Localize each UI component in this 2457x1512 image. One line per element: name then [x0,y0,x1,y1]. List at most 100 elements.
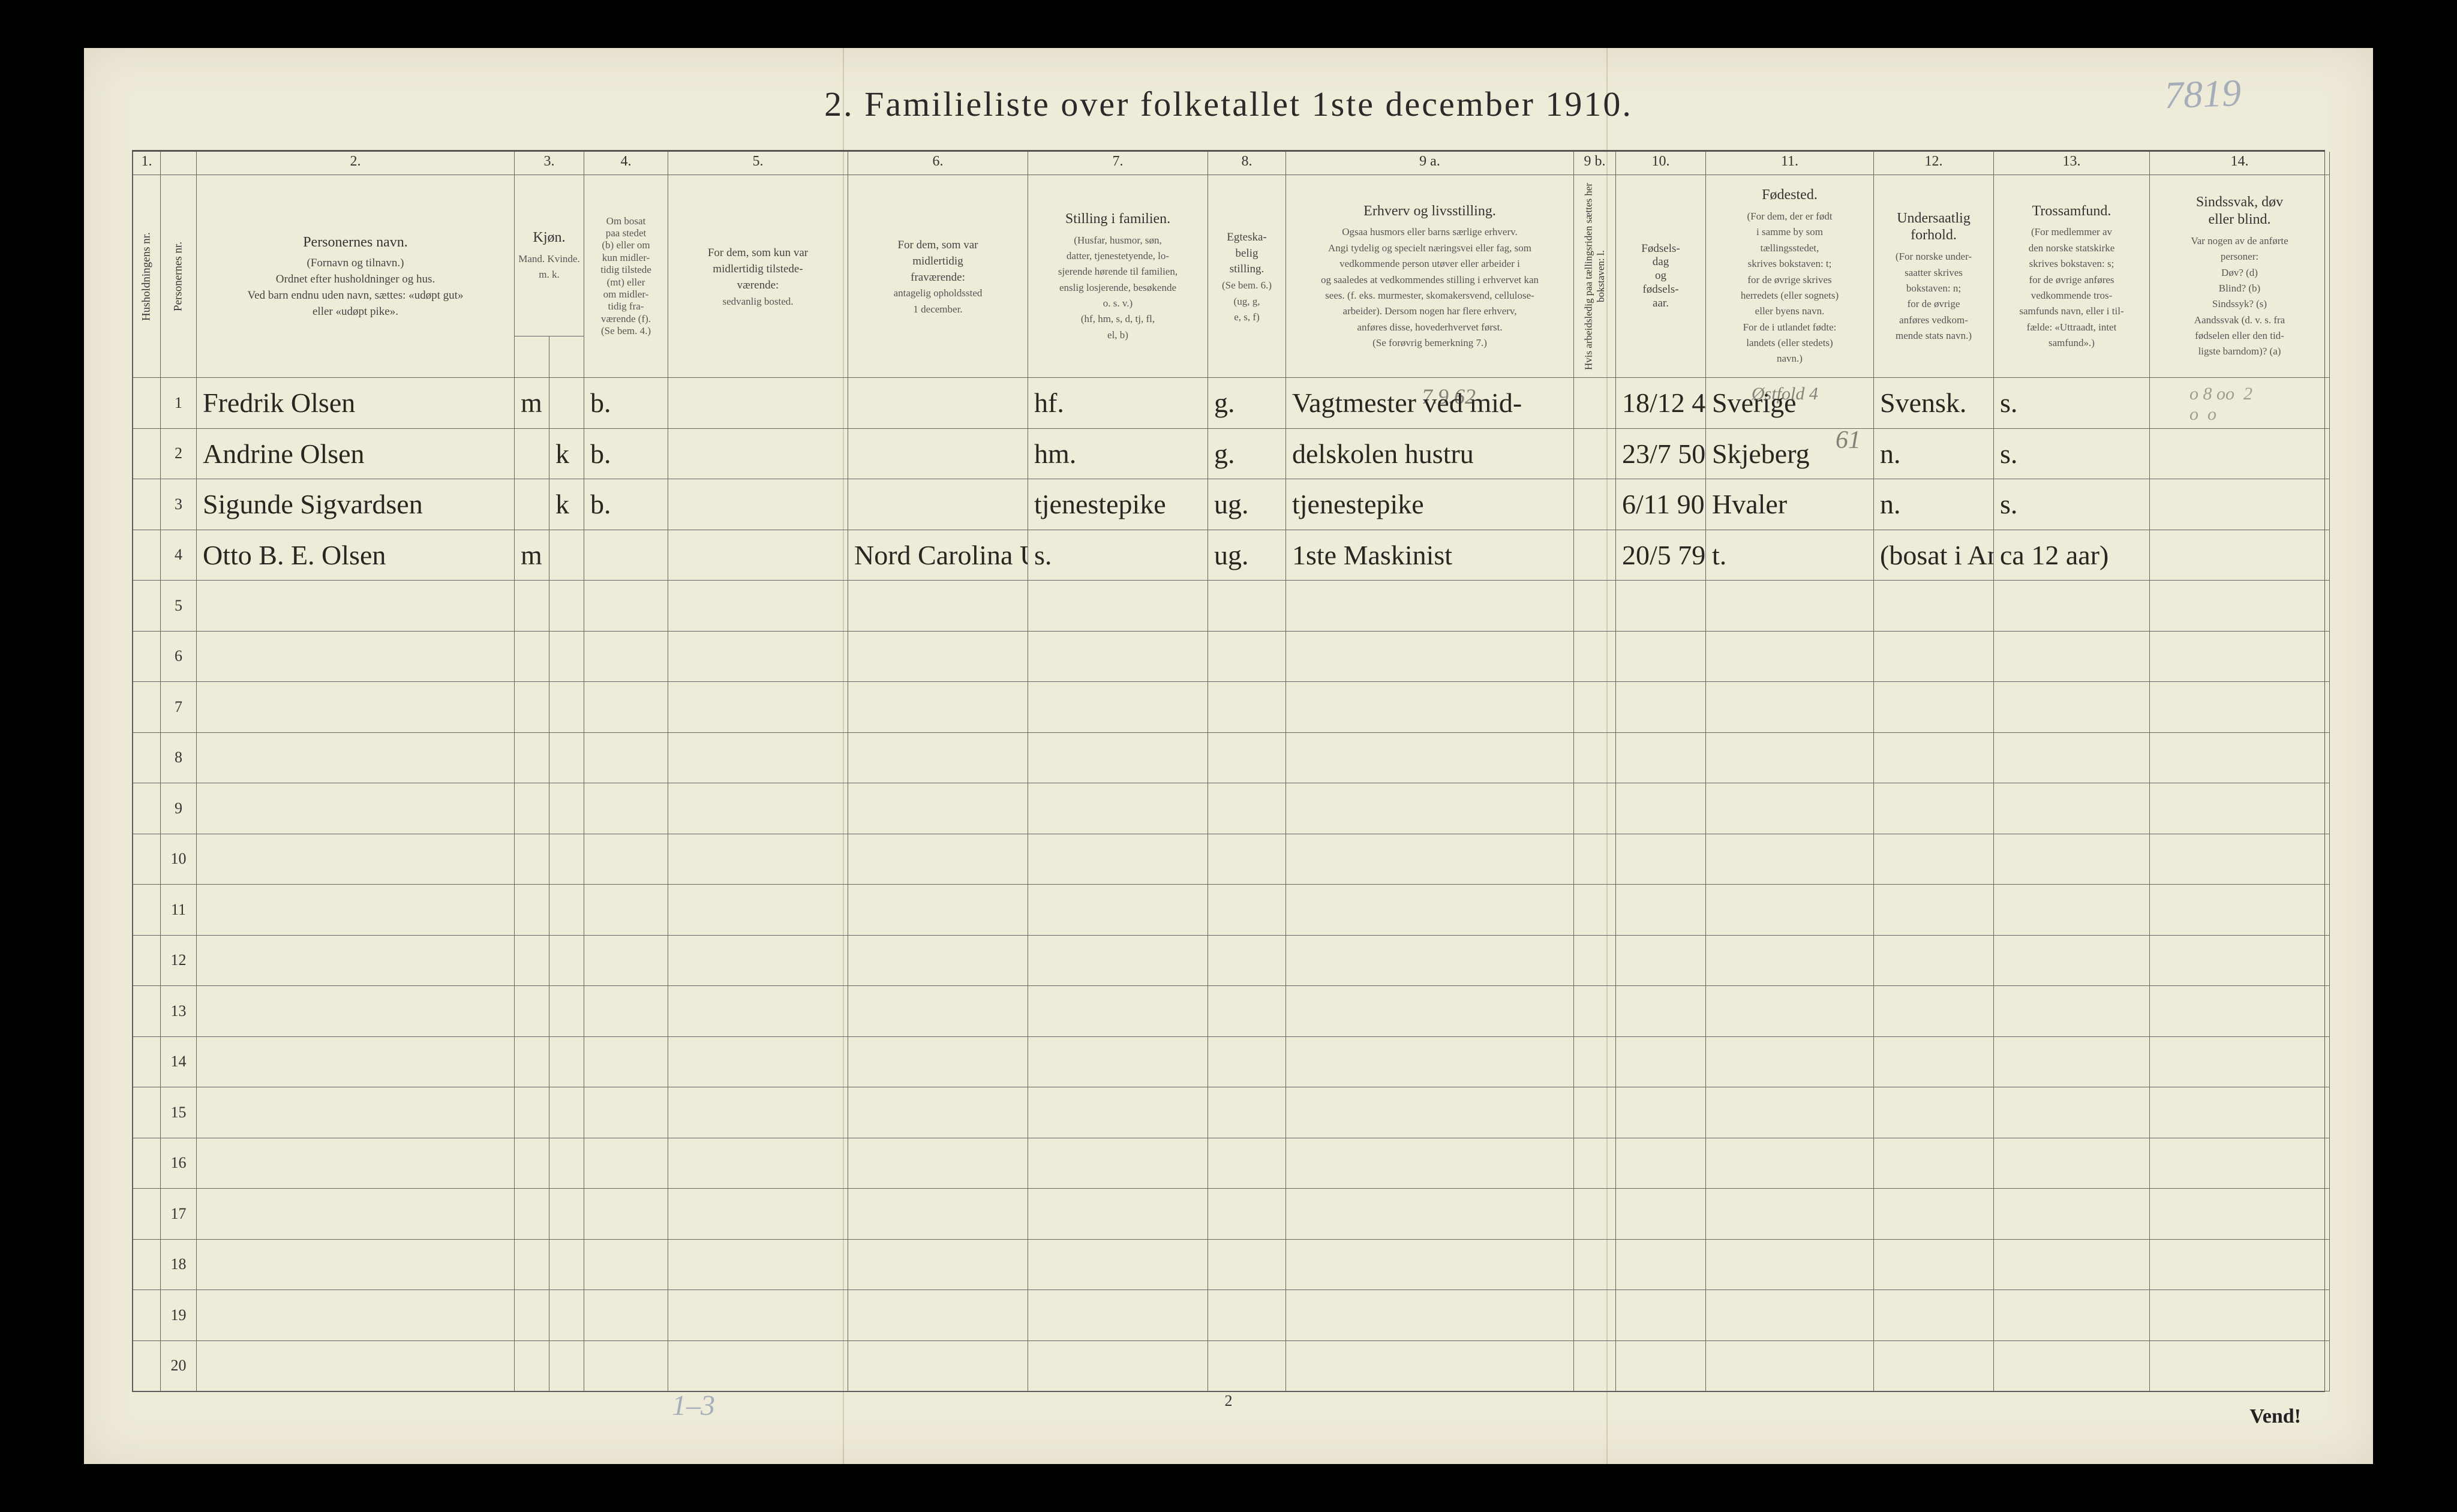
cell [668,1290,848,1341]
cell [515,783,549,834]
cell [1994,1036,2150,1087]
cell [2150,581,2330,632]
cell [549,834,584,885]
cell [668,1087,848,1138]
cell: Hvaler [1706,479,1874,530]
cell [133,986,161,1037]
cell [1994,682,2150,733]
cell [515,1239,549,1290]
cell [584,935,668,986]
cell: 16 [161,1138,197,1189]
cell: s. [1994,428,2150,479]
cell [1874,1087,1994,1138]
cell [133,530,161,581]
cell [848,1087,1028,1138]
cell [1286,581,1574,632]
cell [1994,986,2150,1037]
cell [515,1189,549,1240]
cell: b. [584,479,668,530]
cell [1874,1036,1994,1087]
cell [133,783,161,834]
cell [584,986,668,1037]
cell [1208,631,1286,682]
cell [515,682,549,733]
name-cell [197,1189,515,1240]
cell [515,935,549,986]
col-number: 12. [1874,152,1994,175]
cell [549,732,584,783]
table-row: 12 [133,935,2330,986]
cell [1286,834,1574,885]
cell [1208,935,1286,986]
table-row: 18 [133,1239,2330,1290]
cell [1874,581,1994,632]
cell [2150,1087,2330,1138]
cell [668,631,848,682]
cell [2150,885,2330,936]
col-number: 7. [1028,152,1208,175]
col-8-head: Egteska- belig stilling. (Se bem. 6.) (u… [1208,175,1286,378]
cell [1574,428,1616,479]
cell: b. [584,378,668,429]
cell [549,1087,584,1138]
cell [1994,1189,2150,1240]
col-9b-head: Hvis arbeidsledig paa tællingsriden sætt… [1574,175,1616,378]
col-11-head: Fødested. (For dem, der er født i samme … [1706,175,1874,378]
cell [1706,885,1874,936]
cell [1706,1290,1874,1341]
cell [848,783,1028,834]
cell: 10 [161,834,197,885]
table-row: 17 [133,1189,2330,1240]
cell [133,1087,161,1138]
cell [1286,682,1574,733]
table-row: 9 [133,783,2330,834]
name-cell [197,1036,515,1087]
cell [1286,885,1574,936]
col-1b-head: Personernes nr. [161,175,197,378]
pencil-annotation: o 8 oo 2 o o [2189,384,2252,425]
cell [2150,530,2330,581]
cell [668,378,848,429]
col-3-head: Kjøn. Mand. Kvinde. m. k. [515,175,584,336]
cell [2150,682,2330,733]
table-row: 15 [133,1087,2330,1138]
cell [668,479,848,530]
cell [1874,1189,1994,1240]
cell [2150,783,2330,834]
cell [1208,1189,1286,1240]
cell: 18/12 44 [1616,378,1706,429]
cell: delskolen hustru [1286,428,1574,479]
cell [549,1189,584,1240]
cell: s. [1994,378,2150,429]
table-row: 11 [133,885,2330,936]
cell [549,581,584,632]
cell [1994,732,2150,783]
cell [668,682,848,733]
cell [1208,581,1286,632]
table-row: 1Fredrik Olsenmb.hf.g.Vagtmester ved mid… [133,378,2330,429]
col-number: 8. [1208,152,1286,175]
cell [133,1189,161,1240]
cell [1208,1340,1286,1391]
cell [1616,1087,1706,1138]
cell [1286,1340,1574,1391]
cell [1574,935,1616,986]
cell [1208,1290,1286,1341]
cell [1706,986,1874,1037]
cell [1706,631,1874,682]
cell [515,732,549,783]
cell [1286,1036,1574,1087]
cell [1208,783,1286,834]
cell [1286,631,1574,682]
cell [1208,1239,1286,1290]
col-5-head: For dem, som kun var midlertidig tilsted… [668,175,848,378]
cell [133,935,161,986]
cell [848,1239,1028,1290]
name-cell [197,935,515,986]
cell [668,732,848,783]
table-row: 20 [133,1340,2330,1391]
pencil-annotation: Østfold 4 [1752,384,1818,404]
cell [1616,1340,1706,1391]
cell [584,631,668,682]
name-cell [197,1087,515,1138]
